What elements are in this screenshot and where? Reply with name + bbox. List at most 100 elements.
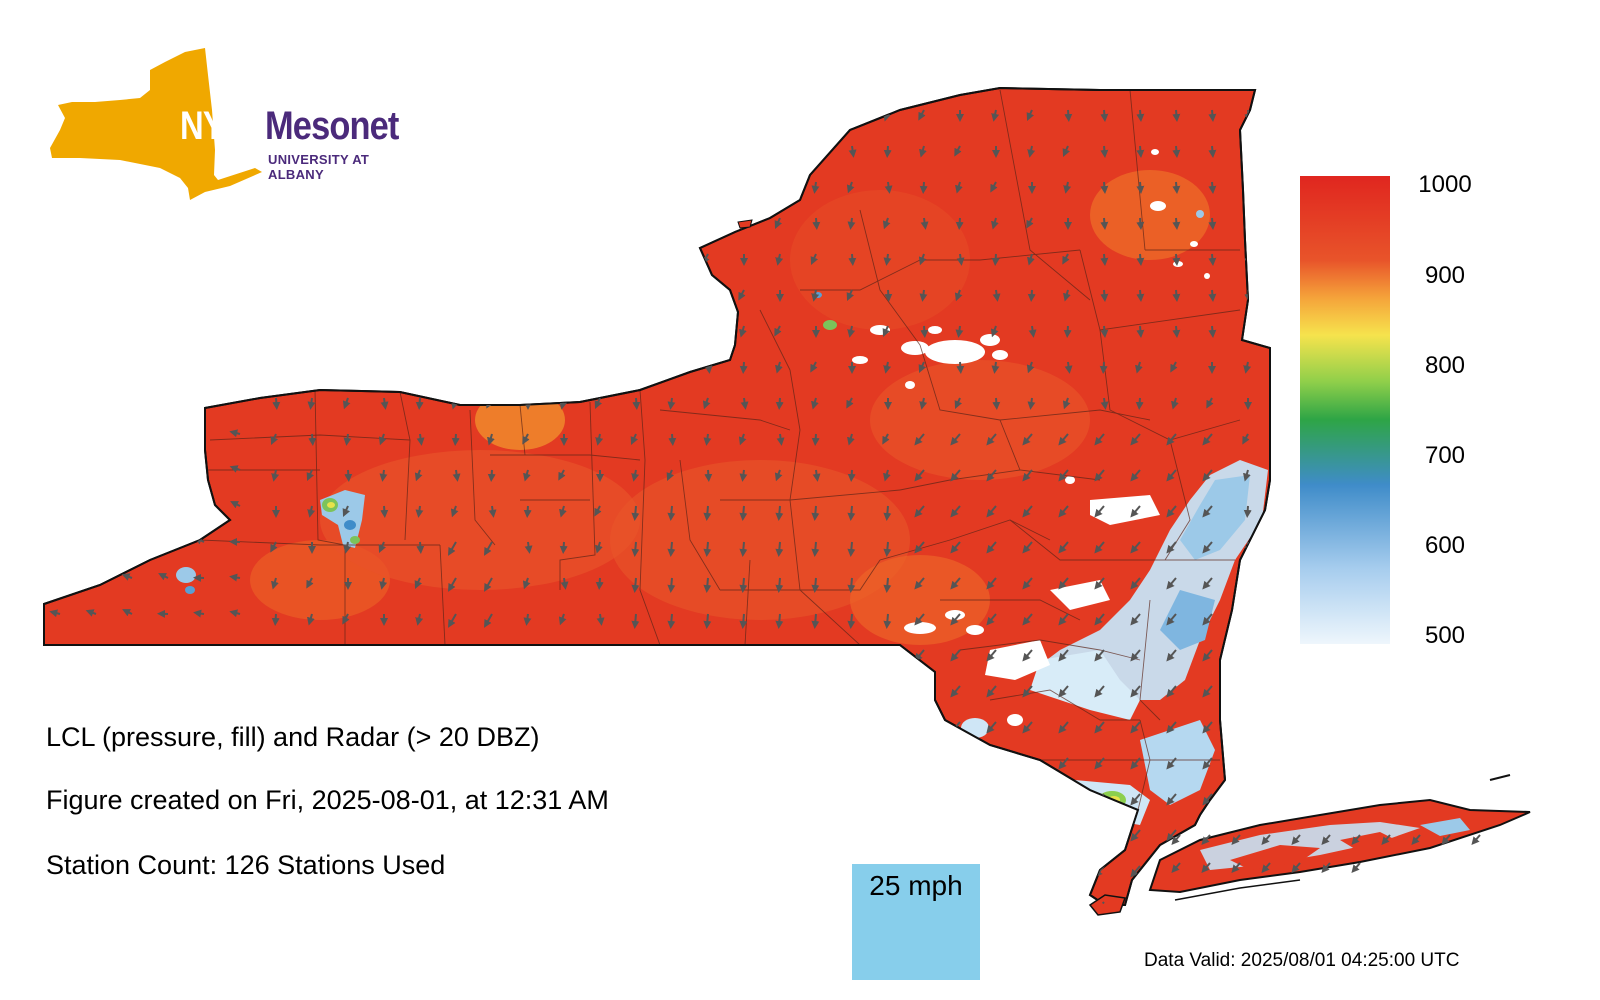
wind-arrow <box>847 685 856 701</box>
wind-arrow <box>667 685 676 701</box>
wind-arrow <box>847 613 856 629</box>
wind-arrow <box>1535 434 1536 442</box>
wind-arrow <box>1208 181 1217 194</box>
wind-arrow <box>1534 650 1536 658</box>
wind-arrow <box>271 829 280 842</box>
wind-arrow <box>1058 793 1069 806</box>
wind-arrow <box>1500 110 1501 118</box>
wind-arrow <box>810 361 818 373</box>
wind-arrow <box>522 577 531 590</box>
wind-arrow <box>229 573 241 582</box>
wind-arrow <box>414 217 422 229</box>
wind-arrow <box>1094 901 1105 905</box>
wind-arrow <box>121 573 133 581</box>
wind-arrow <box>1064 109 1073 122</box>
wind-arrow <box>955 325 964 338</box>
nys-mesonet-logo: NYS Mesonet UNIVERSITY AT ALBANY <box>48 48 399 208</box>
wind-arrow <box>986 613 997 626</box>
wind-arrow <box>884 289 893 302</box>
wind-arrow <box>1202 577 1213 590</box>
wind-arrow <box>345 901 349 905</box>
wind-arrow <box>559 289 568 302</box>
wind-arrow <box>1171 862 1181 874</box>
wind-arrow <box>739 577 748 593</box>
wind-arrow <box>558 361 566 373</box>
wind-arrow <box>1136 253 1145 266</box>
wind-arrow <box>631 613 640 629</box>
wind-arrow <box>229 429 241 438</box>
wind-arrow <box>1166 577 1177 590</box>
wind-arrow <box>739 649 748 665</box>
wind-arrow <box>1352 902 1356 909</box>
wind-arrow <box>775 649 784 665</box>
wind-arrow <box>670 901 673 905</box>
wind-arrow <box>1058 721 1069 734</box>
wind-arrow <box>1533 866 1536 874</box>
logo-university-text: UNIVERSITY AT ALBANY <box>268 152 370 182</box>
wind-arrow <box>631 649 640 665</box>
wind-arrow <box>415 145 424 158</box>
wind-arrow <box>990 325 999 338</box>
wind-arrow <box>631 721 640 737</box>
wind-arrow <box>85 429 97 437</box>
wind-arrow <box>85 609 97 617</box>
wind-arrow <box>1284 686 1285 694</box>
wind-arrow <box>1392 326 1393 334</box>
wind-arrow <box>1100 289 1109 302</box>
wind-arrow <box>1027 253 1035 266</box>
wind-arrow <box>918 109 926 121</box>
wind-arrow <box>1130 433 1141 446</box>
wind-arrow <box>918 361 926 373</box>
wind-arrow <box>986 829 997 842</box>
wind-arrow <box>121 681 133 690</box>
wind-arrow <box>594 757 602 769</box>
wind-arrow <box>121 393 133 401</box>
wind-arrow <box>49 825 61 833</box>
wind-arrow <box>230 501 241 509</box>
wind-arrow <box>1497 470 1500 478</box>
wind-arrow <box>739 109 748 122</box>
wind-arrow <box>344 829 353 842</box>
wind-arrow <box>450 505 459 518</box>
wind-arrow <box>1500 290 1501 298</box>
wind-arrow <box>49 429 61 438</box>
wind-arrow <box>775 397 784 410</box>
wind-arrow <box>122 249 133 257</box>
wind-arrow <box>668 433 677 446</box>
wind-arrow <box>1243 721 1252 734</box>
wind-arrow <box>1208 217 1217 230</box>
wind-arrow <box>1058 865 1069 878</box>
wind-arrow <box>487 469 496 482</box>
wind-arrow <box>307 613 315 626</box>
wind-arrow <box>1058 469 1069 482</box>
wind-arrow <box>1351 834 1361 846</box>
wind-arrow <box>703 649 712 665</box>
wind-arrow <box>415 613 424 626</box>
wind-arrow <box>1170 361 1178 373</box>
wind-arrow <box>307 397 316 410</box>
wind-arrow <box>631 685 640 701</box>
wind-arrow <box>986 577 997 590</box>
wind-arrow <box>1100 397 1109 410</box>
wind-arrow <box>1062 397 1071 410</box>
wind-arrow <box>1463 722 1464 730</box>
wind-arrow <box>1463 470 1464 478</box>
wind-arrow <box>883 649 892 665</box>
wind-arrow <box>271 613 280 626</box>
wind-arrow <box>272 397 281 410</box>
wind-arrow <box>1208 289 1217 302</box>
wind-arrow <box>631 865 640 881</box>
wind-arrow <box>810 253 818 265</box>
wind-arrow <box>1282 758 1284 766</box>
wind-arrow <box>1202 613 1213 626</box>
wind-arrow <box>487 217 496 230</box>
wind-arrow <box>1166 757 1177 770</box>
wind-arrow <box>1166 469 1177 482</box>
wind-arrow <box>1464 110 1465 118</box>
wind-arrow <box>1500 254 1501 262</box>
wind-arrow <box>1058 613 1069 626</box>
wind-arrow <box>448 649 457 664</box>
wind-arrow <box>559 181 568 194</box>
wind-arrow <box>343 289 351 302</box>
wind-arrow <box>739 613 748 629</box>
